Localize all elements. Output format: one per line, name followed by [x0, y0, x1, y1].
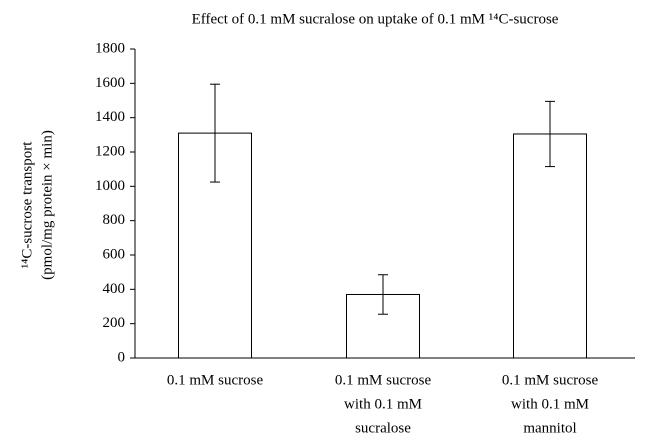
y-tick-label: 1400: [95, 109, 125, 125]
bar: [513, 133, 587, 359]
y-tick-label: 400: [103, 281, 126, 297]
chart-title: Effect of 0.1 mM sucralose on uptake of …: [192, 11, 559, 27]
y-tick-label: 800: [103, 212, 126, 228]
x-tick-label: mannitol: [523, 420, 576, 436]
x-tick-label: sucralose: [355, 420, 411, 436]
y-tick-label: 1800: [95, 40, 125, 56]
y-tick-label: 1200: [95, 143, 125, 159]
y-axis-label: ¹⁴C-sucrose transport: [19, 141, 35, 269]
x-tick-label: with 0.1 mM: [511, 396, 589, 412]
y-tick-label: 600: [103, 246, 126, 262]
y-tick-label: 1000: [95, 178, 125, 194]
y-tick-label: 0: [118, 349, 126, 365]
y-tick-label: 200: [103, 315, 126, 331]
y-tick-label: 1600: [95, 75, 125, 91]
x-tick-label: 0.1 mM sucrose: [335, 372, 432, 388]
x-tick-label: 0.1 mM sucrose: [167, 372, 264, 388]
x-tick-label: with 0.1 mM: [344, 396, 422, 412]
x-tick-label: 0.1 mM sucrose: [502, 372, 599, 388]
y-axis-label: (pmol/mg protein × min): [39, 130, 55, 280]
